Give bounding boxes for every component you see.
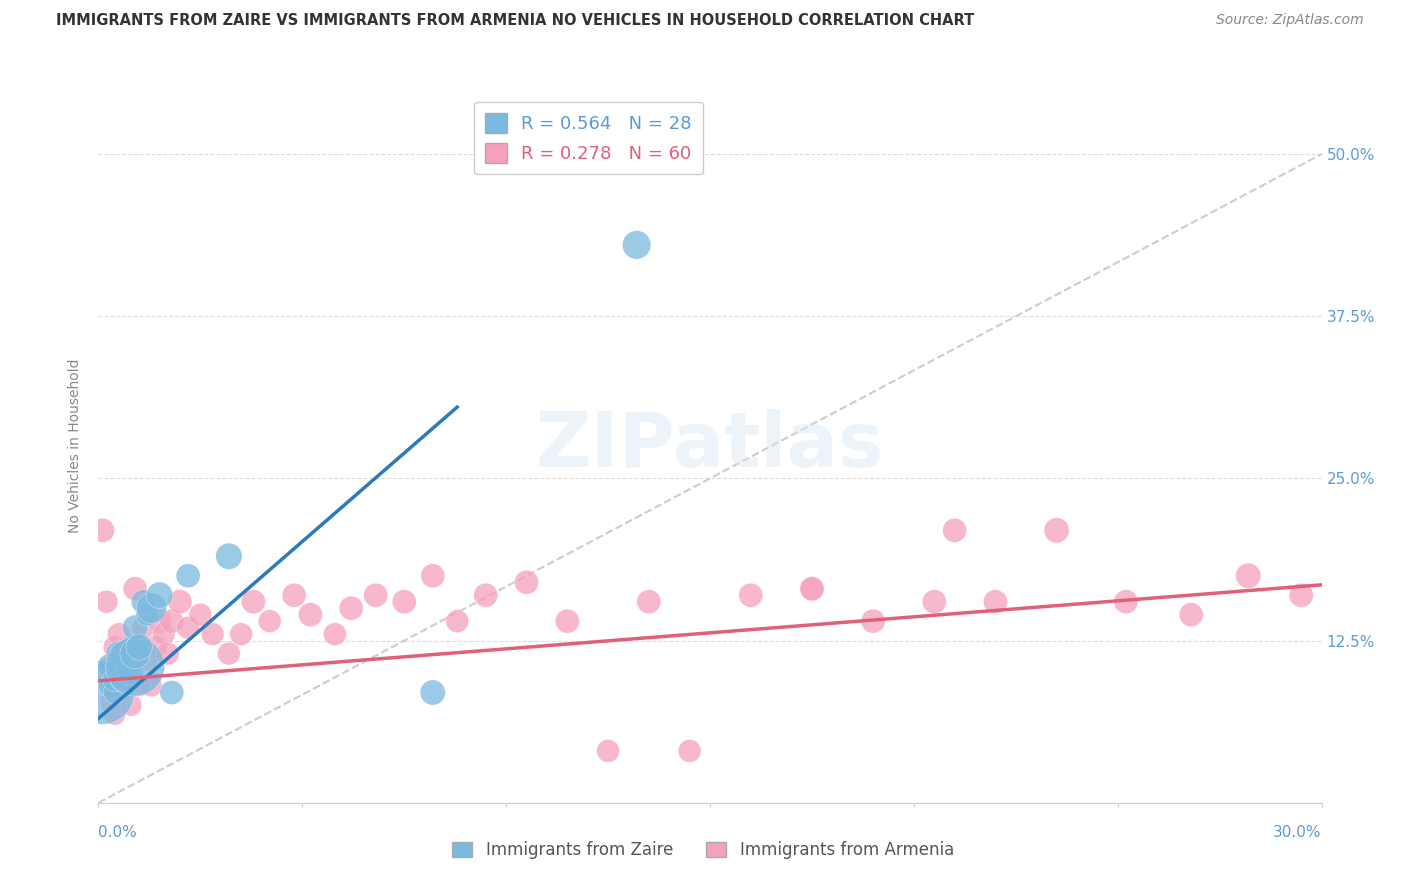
Point (283, 588, 305, 602)
Point (422, 568, 444, 582)
Point (120, 698, 142, 713)
Point (108, 627, 131, 641)
Point (984, 595, 1007, 609)
Point (128, 679, 150, 693)
Point (128, 640, 150, 654)
Point (149, 588, 172, 602)
Point (943, 524, 966, 538)
Point (132, 621, 155, 635)
Point (340, 601, 363, 615)
Point (474, 588, 498, 602)
Point (1291, 588, 1313, 602)
Point (299, 607, 322, 622)
Point (801, 582, 824, 596)
Text: Source: ZipAtlas.com: Source: ZipAtlas.com (1216, 13, 1364, 28)
Point (598, 744, 620, 758)
Point (231, 627, 253, 641)
Point (1115, 595, 1137, 609)
Point (152, 627, 174, 641)
Point (364, 588, 387, 602)
Point (156, 647, 179, 661)
Point (557, 614, 579, 628)
Point (100, 695, 122, 709)
Point (100, 679, 122, 693)
Text: ZIPatlas: ZIPatlas (536, 409, 884, 483)
Point (115, 640, 138, 654)
Point (392, 595, 416, 609)
Point (104, 673, 127, 687)
Point (136, 607, 159, 622)
Point (124, 653, 146, 667)
Point (108, 666, 131, 681)
Point (145, 640, 167, 654)
Point (422, 685, 444, 699)
Point (446, 614, 468, 628)
Point (1180, 607, 1202, 622)
Point (862, 614, 884, 628)
Point (626, 238, 648, 252)
Point (218, 549, 240, 564)
Point (188, 607, 212, 622)
Point (91, 685, 114, 699)
Point (115, 666, 138, 681)
Point (679, 744, 702, 758)
Point (922, 595, 945, 609)
Point (801, 582, 824, 596)
Point (218, 647, 240, 661)
Legend: Immigrants from Zaire, Immigrants from Armenia: Immigrants from Zaire, Immigrants from A… (446, 835, 960, 866)
Point (169, 595, 191, 609)
Point (141, 601, 163, 615)
Point (124, 659, 146, 673)
Point (141, 679, 163, 693)
Point (120, 666, 142, 681)
Point (120, 666, 142, 681)
Text: 0.0%: 0.0% (98, 825, 138, 840)
Point (638, 595, 661, 609)
Point (91, 524, 114, 538)
Text: IMMIGRANTS FROM ZAIRE VS IMMIGRANTS FROM ARMENIA NO VEHICLES IN HOUSEHOLD CORREL: IMMIGRANTS FROM ZAIRE VS IMMIGRANTS FROM… (56, 13, 974, 29)
Point (115, 673, 138, 687)
Point (111, 647, 134, 661)
Point (115, 679, 138, 693)
Y-axis label: No Vehicles in Household: No Vehicles in Household (69, 359, 83, 533)
Point (104, 685, 127, 699)
Point (177, 568, 200, 582)
Point (100, 659, 122, 673)
Point (111, 673, 134, 687)
Point (132, 595, 155, 609)
Point (160, 614, 183, 628)
Legend: R = 0.564   N = 28, R = 0.278   N = 60: R = 0.564 N = 28, R = 0.278 N = 60 (474, 102, 703, 174)
Point (1237, 568, 1260, 582)
Point (323, 627, 346, 641)
Point (177, 621, 200, 635)
Point (149, 614, 172, 628)
Point (108, 659, 131, 673)
Point (96, 666, 118, 681)
Point (516, 575, 538, 590)
Point (136, 653, 159, 667)
Point (111, 666, 134, 681)
Point (124, 647, 146, 661)
Point (259, 614, 281, 628)
Point (201, 627, 224, 641)
Point (104, 640, 127, 654)
Point (96, 595, 118, 609)
Point (111, 647, 134, 661)
Point (124, 621, 146, 635)
Point (128, 640, 150, 654)
Point (100, 659, 122, 673)
Point (160, 685, 183, 699)
Point (124, 582, 146, 596)
Point (104, 707, 127, 722)
Point (108, 679, 131, 693)
Point (120, 640, 142, 654)
Point (1045, 524, 1069, 538)
Point (242, 595, 264, 609)
Point (740, 588, 762, 602)
Text: 30.0%: 30.0% (1274, 825, 1322, 840)
Point (108, 647, 131, 661)
